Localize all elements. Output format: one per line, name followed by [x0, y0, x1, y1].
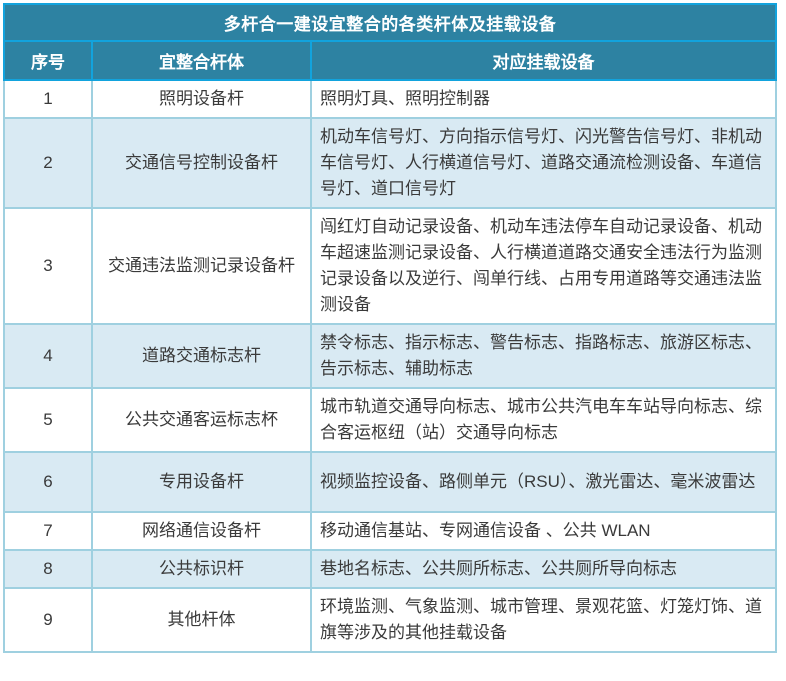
table-row: 4 道路交通标志杆 禁令标志、指示标志、警告标志、指路标志、旅游区标志、告示标志… [3, 323, 778, 389]
row-number-cell: 6 [3, 451, 93, 513]
row-number-cell: 7 [3, 511, 93, 551]
table-row: 7 网络通信设备杆 移动通信基站、专网通信设备 、公共 WLAN [3, 511, 778, 551]
devices-cell: 闯红灯自动记录设备、机动车违法停车自动记录设备、机动车超速监测记录设备、人行横道… [309, 207, 778, 325]
row-number-cell: 4 [3, 323, 93, 389]
devices-cell: 禁令标志、指示标志、警告标志、指路标志、旅游区标志、告示标志、辅助标志 [309, 323, 778, 389]
poles-table: 多杆合一建设宜整合的各类杆体及挂载设备 序号 宜整合杆体 对应挂载设备 1 照明… [2, 3, 778, 653]
column-header-devices: 对应挂载设备 [309, 40, 778, 81]
pole-type-cell: 交通信号控制设备杆 [91, 117, 312, 209]
pole-type-cell: 其他杆体 [91, 587, 312, 653]
table-body: 1 照明设备杆 照明灯具、照明控制器 2 交通信号控制设备杆 机动车信号灯、方向… [3, 79, 778, 653]
pole-type-cell: 专用设备杆 [91, 451, 312, 513]
pole-type-cell: 交通违法监测记录设备杆 [91, 207, 312, 325]
column-header-no: 序号 [3, 40, 93, 81]
devices-cell: 城市轨道交通导向标志、城市公共汽电车车站导向标志、综合客运枢纽（站）交通导向标志 [309, 387, 778, 453]
column-header-pole: 宜整合杆体 [91, 40, 312, 81]
table-title: 多杆合一建设宜整合的各类杆体及挂载设备 [2, 3, 778, 42]
pole-type-cell: 公共交通客运标志杯 [91, 387, 312, 453]
table-row: 2 交通信号控制设备杆 机动车信号灯、方向指示信号灯、闪光警告信号灯、非机动车信… [3, 117, 778, 209]
pole-type-cell: 网络通信设备杆 [91, 511, 312, 551]
row-number-cell: 9 [3, 587, 93, 653]
devices-cell: 巷地名标志、公共厕所标志、公共厕所导向标志 [309, 549, 778, 589]
pole-type-cell: 道路交通标志杆 [91, 323, 312, 389]
devices-cell: 环境监测、气象监测、城市管理、景观花篮、灯笼灯饰、道旗等涉及的其他挂载设备 [309, 587, 778, 653]
table-row: 5 公共交通客运标志杯 城市轨道交通导向标志、城市公共汽电车车站导向标志、综合客… [3, 387, 778, 453]
table-header-row: 序号 宜整合杆体 对应挂载设备 [3, 40, 778, 81]
row-number-cell: 8 [3, 549, 93, 589]
row-number-cell: 2 [3, 117, 93, 209]
row-number-cell: 1 [3, 79, 93, 119]
table-title-row: 多杆合一建设宜整合的各类杆体及挂载设备 [2, 3, 778, 42]
devices-cell: 移动通信基站、专网通信设备 、公共 WLAN [309, 511, 778, 551]
devices-cell: 照明灯具、照明控制器 [309, 79, 778, 119]
pole-type-cell: 照明设备杆 [91, 79, 312, 119]
row-number-cell: 3 [3, 207, 93, 325]
table-row: 1 照明设备杆 照明灯具、照明控制器 [3, 79, 778, 119]
devices-cell: 机动车信号灯、方向指示信号灯、闪光警告信号灯、非机动车信号灯、人行横道信号灯、道… [309, 117, 778, 209]
table-row: 6 专用设备杆 视频监控设备、路侧单元（RSU）、激光雷达、毫米波雷达 [3, 451, 778, 513]
table-row: 9 其他杆体 环境监测、气象监测、城市管理、景观花篮、灯笼灯饰、道旗等涉及的其他… [3, 587, 778, 653]
row-number-cell: 5 [3, 387, 93, 453]
devices-cell: 视频监控设备、路侧单元（RSU）、激光雷达、毫米波雷达 [309, 451, 778, 513]
table-row: 3 交通违法监测记录设备杆 闯红灯自动记录设备、机动车违法停车自动记录设备、机动… [3, 207, 778, 325]
table-row: 8 公共标识杆 巷地名标志、公共厕所标志、公共厕所导向标志 [3, 549, 778, 589]
pole-type-cell: 公共标识杆 [91, 549, 312, 589]
